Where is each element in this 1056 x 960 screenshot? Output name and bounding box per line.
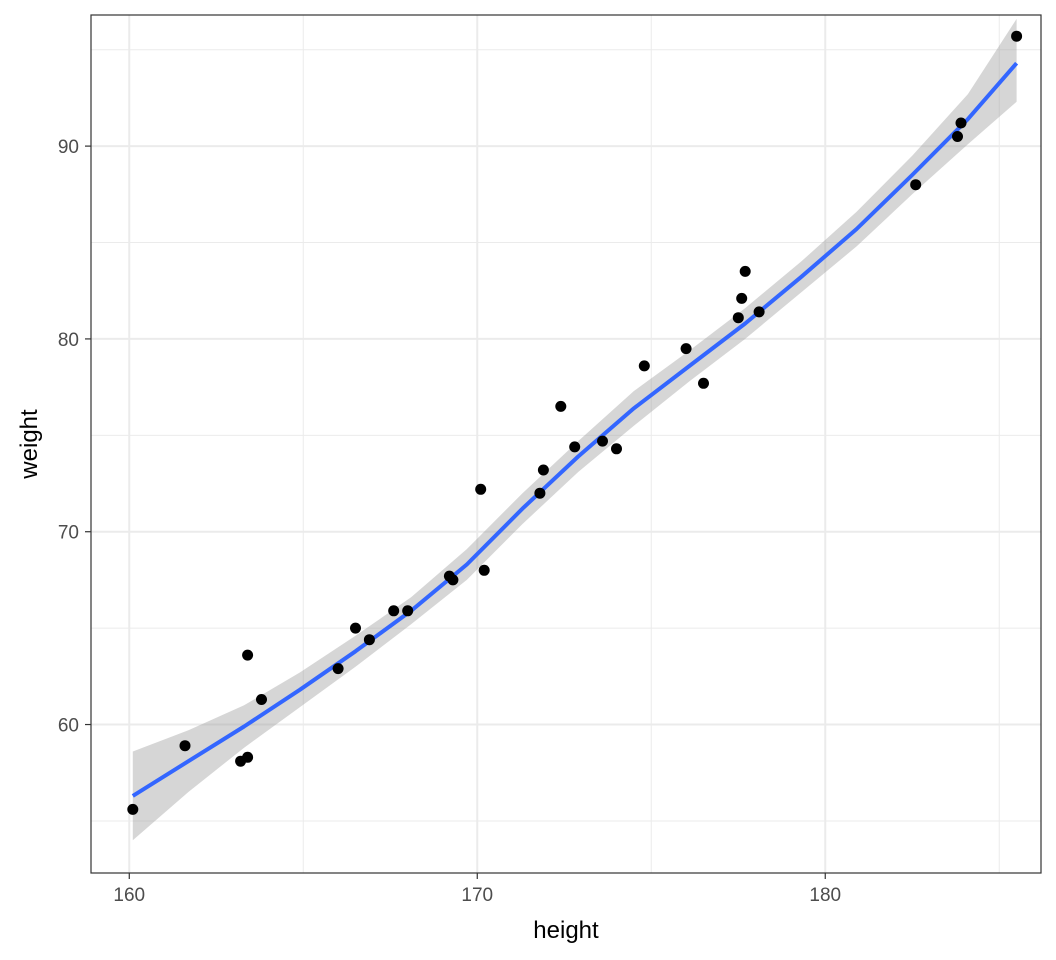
data-point	[736, 292, 748, 304]
data-point	[952, 131, 963, 142]
points-layer	[127, 30, 1023, 815]
data-point	[1011, 30, 1023, 42]
data-point	[732, 312, 744, 324]
data-point	[910, 179, 922, 191]
data-point	[597, 435, 608, 447]
data-point	[569, 441, 581, 453]
confidence-band-layer	[132, 18, 1017, 841]
data-point	[680, 343, 692, 355]
data-point	[388, 605, 400, 617]
data-point	[475, 483, 487, 495]
data-point	[611, 443, 622, 455]
data-point	[332, 663, 344, 675]
y-tick-label: 60	[58, 716, 79, 737]
x-tick-label: 160	[113, 885, 145, 906]
data-point	[350, 622, 361, 634]
major-gridlines	[91, 15, 1041, 873]
plot-panel-border	[90, 14, 1042, 874]
data-point	[537, 464, 549, 476]
data-point	[447, 574, 459, 586]
y-axis-title: weight	[16, 409, 43, 480]
x-tick-label: 180	[809, 885, 841, 906]
data-point	[478, 564, 490, 576]
data-point	[242, 751, 254, 763]
data-point	[753, 306, 765, 318]
data-point	[698, 377, 709, 389]
x-axis: 160 170 180	[113, 873, 841, 906]
y-tick-label: 70	[58, 523, 79, 544]
data-point	[534, 487, 546, 499]
data-point	[638, 360, 650, 372]
x-tick-label: 170	[461, 885, 493, 906]
y-axis: 60 70 80 90	[58, 137, 91, 737]
smooth-line	[131, 61, 1019, 798]
y-tick-label: 90	[58, 137, 79, 158]
data-point	[555, 400, 567, 412]
x-axis-title: height	[533, 917, 599, 944]
minor-gridlines	[91, 15, 1041, 873]
data-point	[256, 694, 267, 705]
data-point	[955, 117, 967, 129]
data-point	[179, 740, 191, 752]
confidence-band	[132, 18, 1017, 841]
data-point	[363, 634, 375, 646]
y-tick-label: 80	[58, 330, 79, 351]
data-point	[127, 803, 139, 815]
data-point	[739, 265, 751, 277]
data-point	[242, 649, 254, 661]
smooth-line-layer	[131, 61, 1019, 798]
data-point	[402, 605, 414, 617]
